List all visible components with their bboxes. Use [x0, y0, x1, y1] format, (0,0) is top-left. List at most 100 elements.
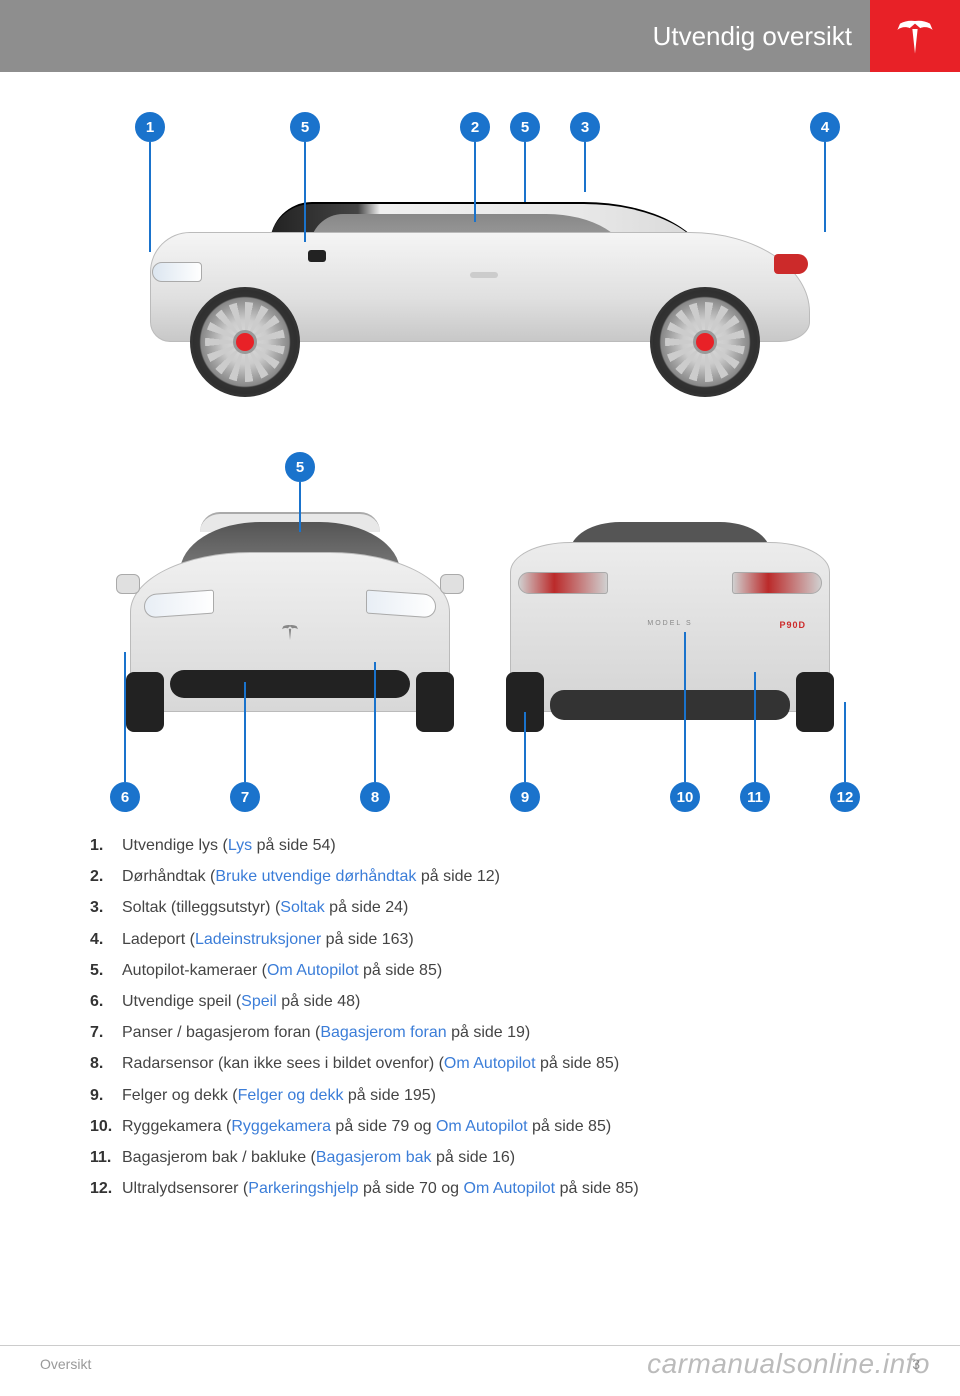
- list-item: 10.Ryggekamera (Ryggekamera på side 79 o…: [90, 1113, 870, 1140]
- list-item-text-fragment: Panser / bagasjerom foran (: [122, 1024, 320, 1041]
- list-item-text-fragment: på side 48): [277, 993, 361, 1010]
- list-item-text: Radarsensor (kan ikke sees i bildet oven…: [122, 1050, 619, 1077]
- tire-rear-right-icon: [796, 672, 834, 732]
- list-item: 8.Radarsensor (kan ikke sees i bildet ov…: [90, 1050, 870, 1077]
- callout-line: [304, 142, 306, 242]
- callout-line: [124, 652, 126, 782]
- list-item-text-fragment: Dørhåndtak (: [122, 868, 215, 885]
- callout-marker: 11: [740, 782, 770, 812]
- car-front-view: [110, 492, 470, 772]
- list-item-number: 11.: [90, 1144, 122, 1171]
- list-item-text: Panser / bagasjerom foran (Bagasjerom fo…: [122, 1019, 530, 1046]
- trim-badge: P90D: [779, 620, 806, 630]
- list-item-text-fragment: på side 70 og: [359, 1180, 464, 1197]
- list-item-text-fragment: Ultralydsensorer (: [122, 1180, 248, 1197]
- list-item-number: 6.: [90, 988, 122, 1015]
- list-item: 6.Utvendige speil (Speil på side 48): [90, 988, 870, 1015]
- cross-reference-link[interactable]: Ryggekamera: [231, 1118, 331, 1135]
- list-item-text-fragment: på side 54): [252, 837, 336, 854]
- list-item: 2.Dørhåndtak (Bruke utvendige dørhåndtak…: [90, 863, 870, 890]
- callout-marker: 10: [670, 782, 700, 812]
- wheel-front-icon: [190, 287, 300, 397]
- cross-reference-link[interactable]: Soltak: [280, 899, 324, 916]
- callout-line: [584, 142, 586, 192]
- side-mirror-icon: [308, 250, 326, 262]
- list-item-text: Ultralydsensorer (Parkeringshjelp på sid…: [122, 1175, 639, 1202]
- feature-list: 1.Utvendige lys (Lys på side 54) 2.Dørhån…: [90, 832, 870, 1202]
- list-item-text: Felger og dekk (Felger og dekk på side 1…: [122, 1082, 436, 1109]
- callout-marker: 7: [230, 782, 260, 812]
- page-footer: Oversikt 3: [0, 1345, 960, 1372]
- callout-line: [824, 142, 826, 232]
- list-item-text-fragment: på side 195): [343, 1087, 436, 1104]
- list-item: 12.Ultralydsensorer (Parkeringshjelp på …: [90, 1175, 870, 1202]
- taillight-right-icon: [732, 572, 822, 594]
- car-side-view: [110, 192, 850, 392]
- callout-bubble: 4: [810, 112, 840, 142]
- callout-line: [524, 142, 526, 202]
- list-item-number: 7.: [90, 1019, 122, 1046]
- callout-marker: 9: [510, 782, 540, 812]
- callout-marker: 6: [110, 782, 140, 812]
- headlight-icon: [152, 262, 202, 282]
- cross-reference-link[interactable]: Ladeinstruksjoner: [195, 931, 321, 948]
- headlight-right-icon: [366, 590, 436, 619]
- list-item-text-fragment: på side 19): [447, 1024, 531, 1041]
- callout-line: [754, 672, 756, 782]
- callout-marker: 5: [290, 112, 320, 142]
- callout-bubble: 7: [230, 782, 260, 812]
- list-item-text: Ryggekamera (Ryggekamera på side 79 og O…: [122, 1113, 611, 1140]
- cross-reference-link[interactable]: Bagasjerom foran: [320, 1024, 446, 1041]
- cross-reference-link[interactable]: Felger og dekk: [238, 1087, 344, 1104]
- list-item-number: 12.: [90, 1175, 122, 1202]
- page-title: Utvendig oversikt: [653, 21, 852, 52]
- list-item-number: 5.: [90, 957, 122, 984]
- callout-line: [524, 712, 526, 782]
- callout-bubble: 2: [460, 112, 490, 142]
- list-item-text: Utvendige lys (Lys på side 54): [122, 832, 336, 859]
- cross-reference-link[interactable]: Speil: [241, 993, 277, 1010]
- callout-marker: 12: [830, 782, 860, 812]
- page-content: 152534 5: [0, 72, 960, 1202]
- list-item-text-fragment: på side 24): [325, 899, 409, 916]
- callout-marker: 5: [285, 452, 315, 482]
- callout-bubble: 8: [360, 782, 390, 812]
- cross-reference-link[interactable]: Om Autopilot: [464, 1180, 556, 1197]
- callout-marker: 2: [460, 112, 490, 142]
- model-badge: MODEL S: [647, 620, 692, 627]
- callout-bubble: 11: [740, 782, 770, 812]
- callout-line: [299, 482, 301, 532]
- taillight-left-icon: [518, 572, 608, 594]
- callout-line: [844, 702, 846, 782]
- list-item-text-fragment: Felger og dekk (: [122, 1087, 238, 1104]
- list-item-text-fragment: Ladeport (: [122, 931, 195, 948]
- list-item-text-fragment: på side 85): [536, 1055, 620, 1072]
- list-item-text-fragment: Radarsensor (kan ikke sees i bildet oven…: [122, 1055, 444, 1072]
- cross-reference-link[interactable]: Om Autopilot: [444, 1055, 536, 1072]
- cross-reference-link[interactable]: Om Autopilot: [267, 962, 359, 979]
- wheel-hub-icon: [233, 330, 257, 354]
- cross-reference-link[interactable]: Bagasjerom bak: [316, 1149, 432, 1166]
- footer-page-number: 3: [912, 1356, 920, 1372]
- cross-reference-link[interactable]: Om Autopilot: [436, 1118, 528, 1135]
- callout-marker: 1: [135, 112, 165, 142]
- list-item-text-fragment: Bagasjerom bak / bakluke (: [122, 1149, 316, 1166]
- tire-front-right-icon: [416, 672, 454, 732]
- callout-bubble: 12: [830, 782, 860, 812]
- callout-line: [374, 662, 376, 782]
- list-item-text-fragment: Autopilot-kameraer (: [122, 962, 267, 979]
- list-item-number: 10.: [90, 1113, 122, 1140]
- list-item: 1.Utvendige lys (Lys på side 54): [90, 832, 870, 859]
- footer-section: Oversikt: [40, 1356, 91, 1372]
- tesla-logo-icon: [893, 14, 937, 58]
- cross-reference-link[interactable]: Bruke utvendige dørhåndtak: [215, 868, 416, 885]
- cross-reference-link[interactable]: Lys: [228, 837, 252, 854]
- tire-front-left-icon: [126, 672, 164, 732]
- list-item-text-fragment: på side 163): [321, 931, 414, 948]
- cross-reference-link[interactable]: Parkeringshjelp: [248, 1180, 358, 1197]
- list-item-text-fragment: på side 85): [555, 1180, 639, 1197]
- list-item-text-fragment: på side 85): [528, 1118, 612, 1135]
- list-item-text: Ladeport (Ladeinstruksjoner på side 163): [122, 926, 414, 953]
- callout-marker: 3: [570, 112, 600, 142]
- callout-marker: 5: [510, 112, 540, 142]
